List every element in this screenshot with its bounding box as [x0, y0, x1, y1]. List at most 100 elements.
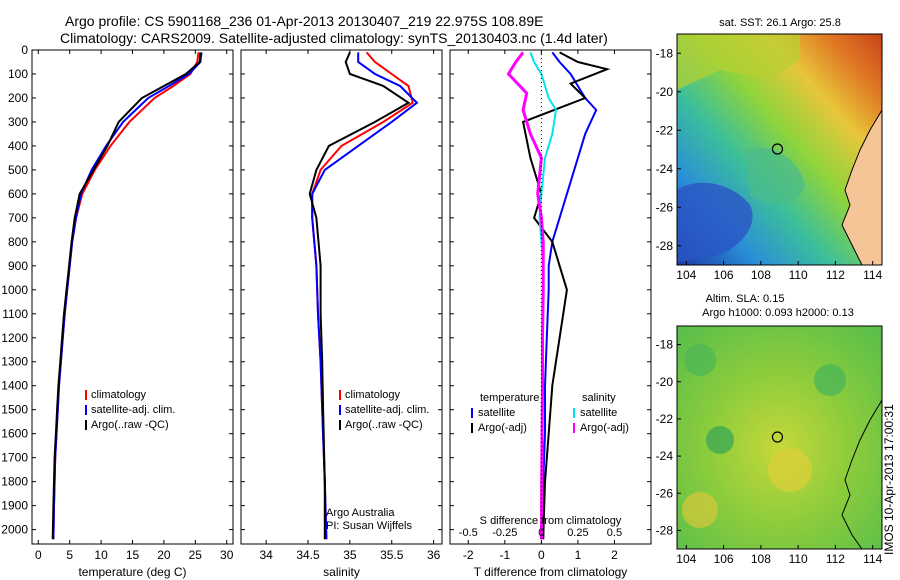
legend-label: satellite-adj. clim.: [345, 404, 429, 416]
sla-low-blob: [684, 344, 716, 376]
argo-float-marker: [771, 431, 784, 443]
x-tick-label: 5: [66, 548, 73, 562]
series-line-climatology: [311, 51, 414, 540]
plot-frame: [449, 49, 652, 545]
x-tick-label: 0: [35, 548, 42, 562]
series-line-salinity-argo-adj-: [506, 51, 545, 540]
x-tick-label: 15: [126, 548, 140, 562]
legend-label: Argo(-adj): [580, 422, 629, 434]
salinity-tick-label: 0: [538, 527, 544, 539]
map-y-tick-label: -20: [656, 85, 674, 99]
sst-map: [677, 34, 882, 265]
sla-map-axes: 104 106 108 110 112 114 -18 -20 -22 -24 -26 -28: [656, 338, 883, 566]
salinity-panel: 34 34.5 35 35.5 36 salinity climatology satelli…: [240, 49, 443, 579]
sst-mid-eddy: [745, 147, 805, 204]
sst-map-title: sat. SST: 26.1 Argo: 25.8: [719, 17, 841, 29]
x-tick-label: 10: [94, 548, 108, 562]
x-tick-label: 35.5: [380, 548, 404, 562]
map-y-tick-label: -18: [656, 46, 674, 60]
series-line-climatology: [52, 52, 200, 540]
map-x-tick-label: 106: [714, 268, 734, 282]
y-tick-label: 800: [8, 235, 28, 249]
series-line-argo-raw-qc-: [308, 51, 411, 540]
legend-label: satellite: [478, 407, 515, 419]
header-line-1: Argo profile: CS 5901168_236 01-Apr-2013…: [65, 13, 543, 29]
plot-frame: [31, 49, 234, 545]
sst-map-frame: [676, 33, 883, 266]
sla-map: [677, 326, 882, 549]
sla-high-blob: [768, 448, 812, 492]
x-tick-label: 30: [220, 548, 234, 562]
series-line-satellite-adj-clim-: [311, 52, 419, 540]
sst-map-axes: 104 106 108 110 112 114 -18 -20 -22 -24 -26 -28: [656, 46, 883, 282]
y-tick-label: 1600: [1, 427, 28, 441]
temperature-panel: 0 5 10 15 20 25 300100200300400500600700800900…: [1, 43, 233, 579]
map-x-tick-label: 106: [714, 552, 734, 566]
map-x-tick-label: 114: [863, 268, 882, 282]
series-line-temperature-argo-adj-: [521, 51, 611, 540]
x-tick-label: 20: [157, 548, 171, 562]
map-x-tick-label: 104: [676, 552, 696, 566]
plot-frame: [240, 49, 443, 545]
y-tick-label: 200: [8, 91, 28, 105]
map-x-tick-label: 108: [751, 268, 771, 282]
y-tick-label: 1400: [1, 379, 28, 393]
y-tick-label: 1300: [1, 355, 28, 369]
map-y-tick-label: -28: [656, 523, 674, 537]
y-tick-label: 1500: [1, 403, 28, 417]
map-x-tick-label: 114: [863, 552, 882, 566]
y-tick-label: 1800: [1, 475, 28, 489]
sla-coast: [841, 399, 882, 549]
y-tick-label: 1200: [1, 331, 28, 345]
legend-label: Argo(-adj): [478, 422, 527, 434]
salinity-tick-label: -0.5: [459, 527, 478, 539]
annotation-text: Argo Australia: [326, 507, 395, 519]
sla-low-blob: [814, 364, 846, 396]
salinity-tick-label: 0.25: [567, 527, 588, 539]
x-axis-label-top: S difference from climatology: [480, 515, 622, 527]
x-tick-label: 34.5: [296, 548, 320, 562]
x-tick-label: -1: [499, 548, 510, 562]
imos-timestamp: IMOS 10-Apr-2013 17:00:31: [882, 404, 896, 555]
map-y-tick-label: -24: [656, 449, 674, 463]
x-tick-label: 25: [189, 548, 203, 562]
x-tick-label: 34: [259, 548, 273, 562]
difference-panel: -2 -1 0 1 2 T difference from climatology -0.5…: [449, 49, 652, 579]
y-tick-label: 100: [8, 67, 28, 81]
sla-map-title-1: Altim. SLA: 0.15: [706, 293, 785, 305]
x-axis-label: T difference from climatology: [474, 565, 628, 579]
legend-label: satellite: [580, 407, 617, 419]
y-tick-label: 300: [8, 115, 28, 129]
annotation-text: PI: Susan Wijffels: [326, 520, 412, 532]
x-axis-label: salinity: [323, 565, 360, 579]
map-y-tick-label: -28: [656, 239, 674, 253]
legend-label: climatology: [91, 389, 147, 401]
argo-float-marker: [771, 143, 784, 155]
legend-label: Argo(..raw -QC): [345, 419, 423, 431]
salinity-tick-label: 0.5: [607, 527, 622, 539]
map-x-tick-label: 108: [751, 552, 771, 566]
map-y-tick-label: -26: [656, 486, 674, 500]
series-line-argo-raw-qc-: [51, 52, 202, 540]
x-tick-label: 1: [575, 548, 582, 562]
map-y-tick-label: -22: [656, 412, 674, 426]
y-tick-label: 700: [8, 211, 28, 225]
x-tick-label: 35: [343, 548, 357, 562]
map-x-tick-label: 112: [826, 552, 845, 566]
y-tick-label: 400: [8, 139, 28, 153]
sst-land: [841, 109, 882, 265]
sla-low-blob: [706, 426, 734, 454]
sla-high-blob: [682, 492, 718, 528]
map-y-tick-label: -18: [656, 338, 674, 352]
map-x-tick-label: 110: [789, 268, 808, 282]
map-y-tick-label: -22: [656, 123, 674, 137]
sst-warm-patch: [677, 34, 800, 90]
legend-label: climatology: [345, 389, 401, 401]
y-tick-label: 900: [8, 259, 28, 273]
legend-label: satellite-adj. clim.: [91, 404, 175, 416]
header-line-2: Climatology: CARS2009. Satellite-adjuste…: [60, 30, 608, 46]
x-tick-label: 36: [427, 548, 441, 562]
map-y-tick-label: -20: [656, 375, 674, 389]
sla-map-title-2: Argo h1000: 0.093 h2000: 0.13: [702, 307, 854, 319]
sla-map-frame: [676, 325, 883, 550]
